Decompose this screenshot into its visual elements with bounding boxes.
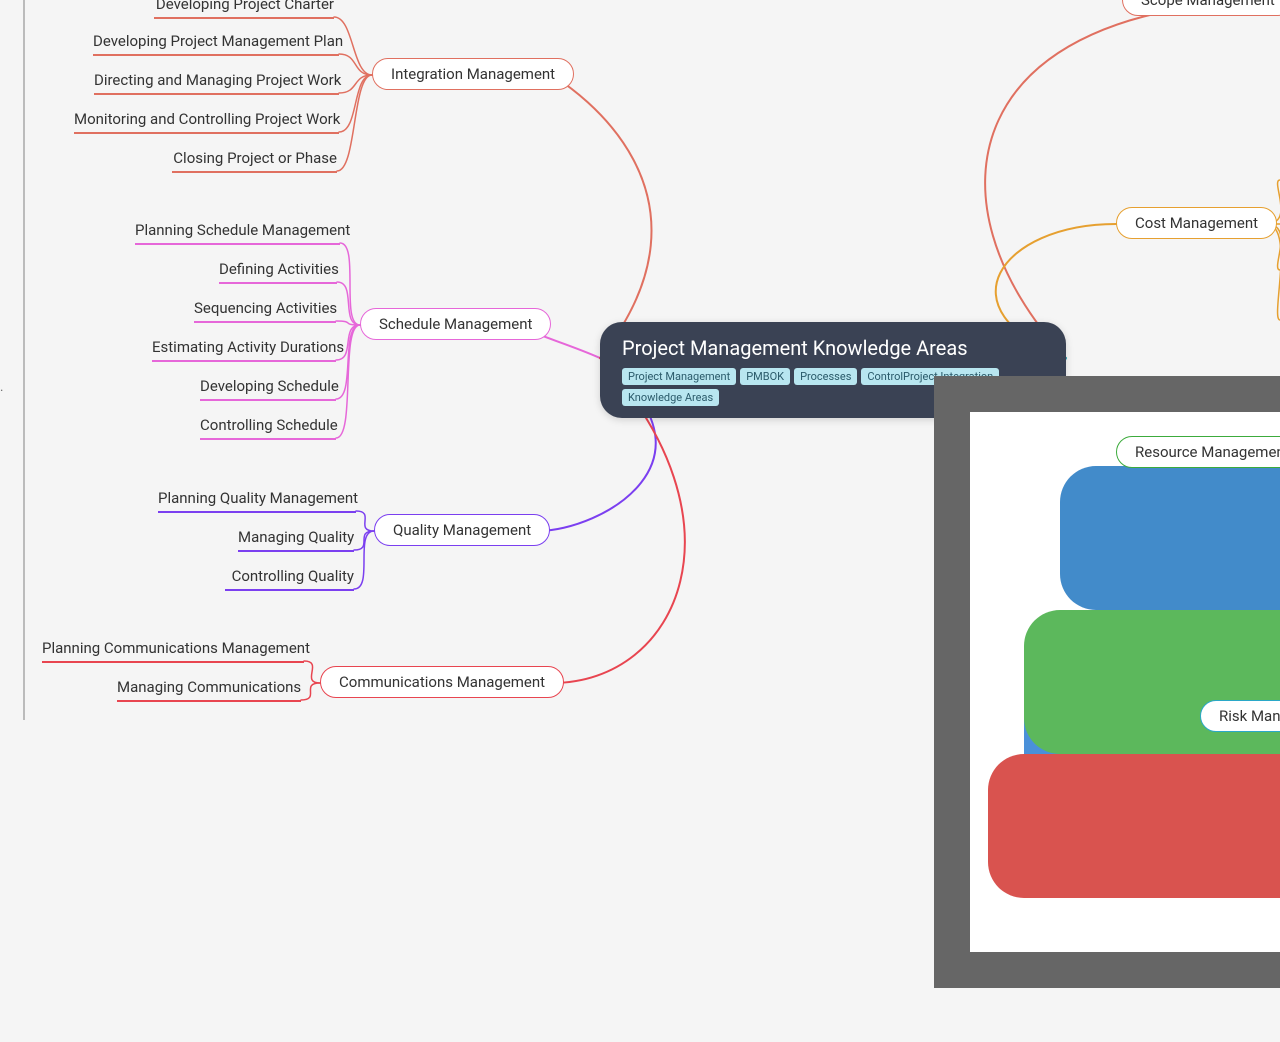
leaf-quality-2[interactable]: Controlling Quality bbox=[225, 567, 354, 585]
branch-quality[interactable]: Quality Management bbox=[374, 514, 550, 546]
branch-risk[interactable]: Risk Management bbox=[1200, 700, 1280, 732]
leaf-comm-0[interactable]: Planning Communications Management bbox=[42, 639, 304, 657]
leaf-comm-1[interactable]: Managing Communications bbox=[117, 678, 301, 696]
leaf-schedule-0[interactable]: Planning Schedule Management bbox=[135, 221, 340, 239]
side-text: . bbox=[0, 380, 3, 395]
leaf-schedule-2[interactable]: Sequencing Activities bbox=[194, 299, 336, 317]
leaf-schedule-1[interactable]: Defining Activities bbox=[219, 260, 337, 278]
leaf-schedule-3[interactable]: Estimating Activity Durations bbox=[152, 338, 336, 356]
leaf-schedule-4[interactable]: Developing Schedule bbox=[200, 377, 336, 395]
leaf-integration-0[interactable]: Developing Project Charter bbox=[154, 0, 334, 13]
leaf-integration-1[interactable]: Developing Project Management Plan bbox=[93, 32, 339, 50]
center-node[interactable]: Project Management Knowledge Areas Proje… bbox=[600, 322, 1066, 418]
leaf-schedule-5[interactable]: Controlling Schedule bbox=[200, 416, 336, 434]
branch-cost[interactable]: Cost Management bbox=[1116, 207, 1277, 239]
leaf-quality-1[interactable]: Managing Quality bbox=[238, 528, 354, 546]
leaf-integration-2[interactable]: Directing and Managing Project Work bbox=[94, 71, 339, 89]
leaf-integration-3[interactable]: Monitoring and Controlling Project Work bbox=[74, 110, 339, 128]
guide-line bbox=[23, 0, 25, 720]
branch-resource[interactable]: Resource Management bbox=[1116, 436, 1280, 468]
branch-scope[interactable]: Scope Management bbox=[1122, 0, 1280, 16]
branch-integration[interactable]: Integration Management bbox=[372, 58, 574, 90]
branch-schedule[interactable]: Schedule Management bbox=[360, 308, 551, 340]
leaf-integration-4[interactable]: Closing Project or Phase bbox=[172, 149, 337, 167]
leaf-quality-0[interactable]: Planning Quality Management bbox=[158, 489, 356, 507]
branch-comm[interactable]: Communications Management bbox=[320, 666, 564, 698]
